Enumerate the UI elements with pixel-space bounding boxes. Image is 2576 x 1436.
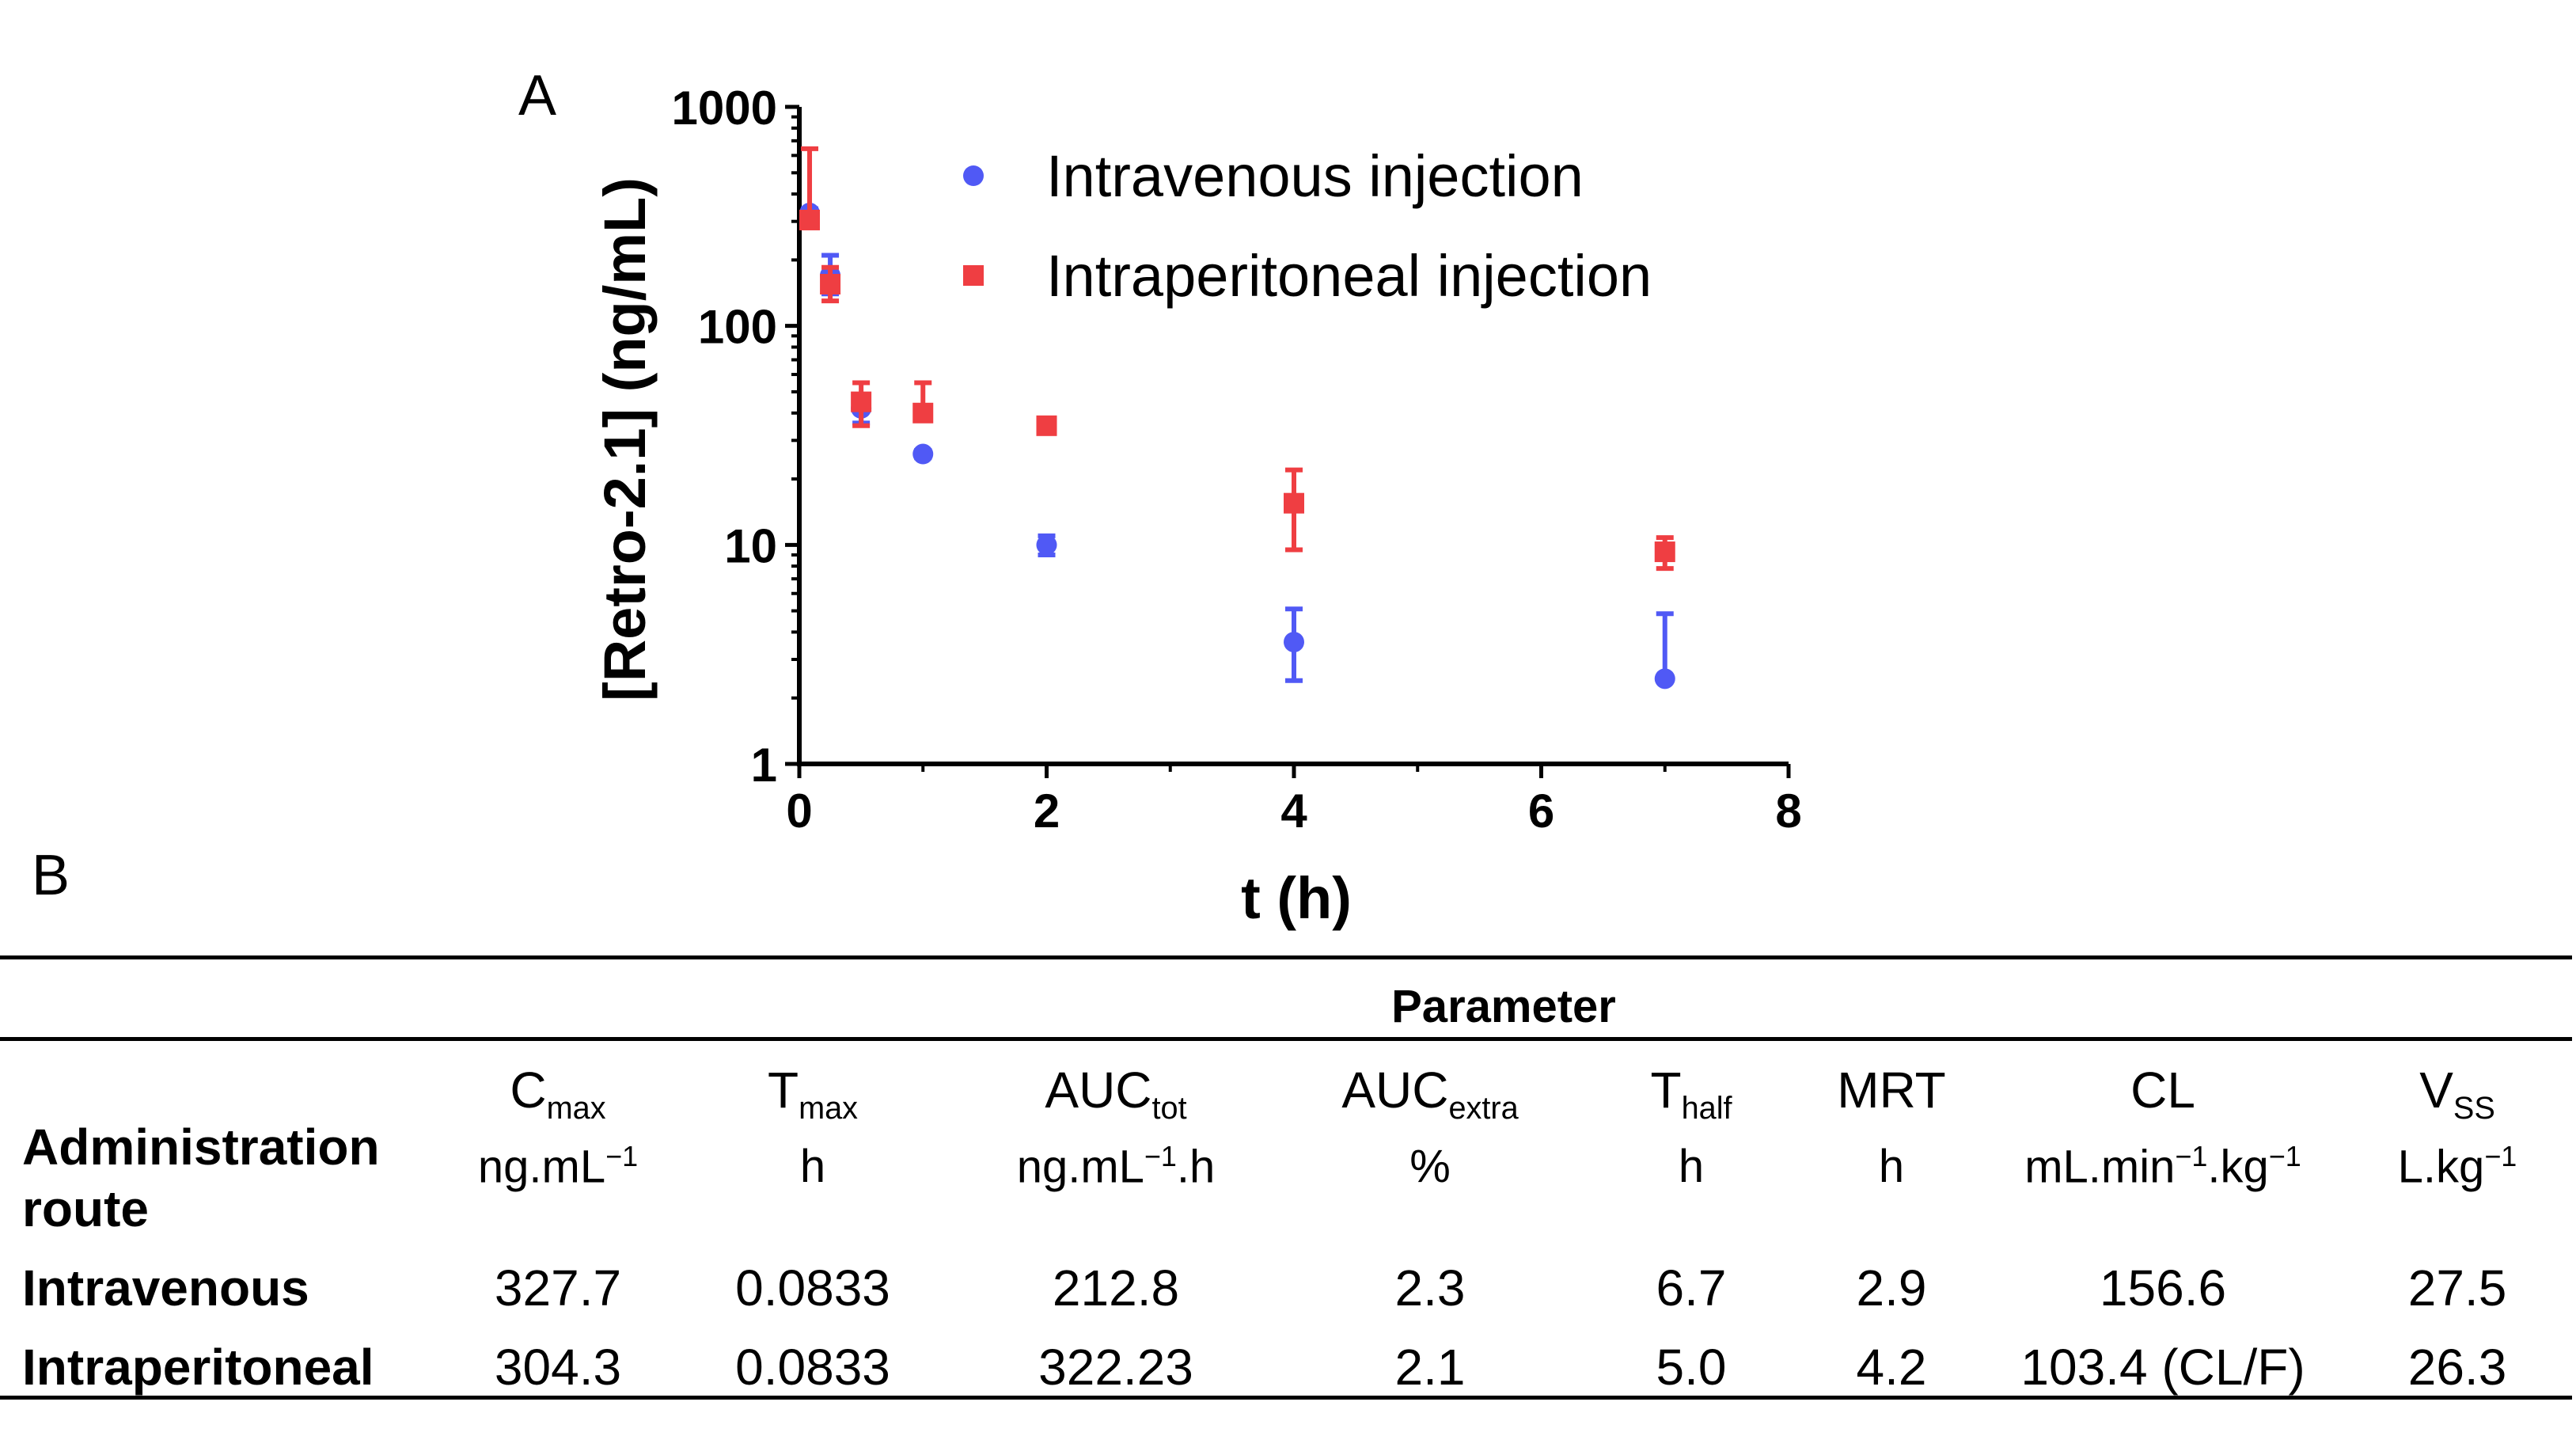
column-header: AUCextra — [1341, 1062, 1519, 1126]
y-axis-label: [Retro-2.1] (ng/mL) — [592, 177, 658, 701]
table-cell: 0.0833 — [735, 1339, 890, 1396]
table-cell: 4.2 — [1856, 1339, 1927, 1396]
legend-marker-intravenous — [963, 165, 984, 186]
data-point-intravenous — [1036, 534, 1057, 556]
column-header: Thalf — [1650, 1062, 1732, 1126]
column-unit: h — [799, 1141, 826, 1192]
column-header: MRT — [1837, 1062, 1946, 1119]
table-cell: 26.3 — [2407, 1339, 2507, 1396]
unit-superscript: −1 — [2268, 1140, 2301, 1172]
data-point-intraperitoneal — [799, 209, 821, 230]
panel-label-b: B — [32, 844, 70, 907]
legend-label: Intraperitoneal injection — [1046, 243, 1652, 309]
data-point-intraperitoneal — [1284, 492, 1304, 514]
table-cell: 2.1 — [1394, 1339, 1466, 1396]
data-point-intraperitoneal — [912, 402, 934, 424]
y-tick-label: 1000 — [672, 82, 777, 135]
panel-label-a: A — [518, 64, 557, 127]
legend-label: Intravenous injection — [1046, 143, 1584, 209]
column-unit: mL.min−1.kg−1 — [2024, 1140, 2301, 1193]
x-tick-label: 8 — [1775, 784, 1801, 838]
table-bottom-rule — [0, 1396, 2572, 1400]
table-header-rule — [0, 1037, 2572, 1041]
column-header-subscript: extra — [1448, 1090, 1519, 1126]
table-cell: 212.8 — [1052, 1259, 1180, 1316]
column-header-subscript: half — [1681, 1090, 1732, 1126]
column-header: Cmax — [510, 1062, 606, 1126]
column-unit: % — [1409, 1141, 1451, 1192]
route-header-line2: route — [22, 1180, 149, 1237]
table-cell: 322.23 — [1038, 1339, 1193, 1396]
chart-legend: Intravenous injection Intraperitoneal inj… — [963, 143, 1652, 309]
table-cell: 0.0833 — [735, 1259, 890, 1316]
data-point-intraperitoneal — [820, 274, 841, 295]
unit-superscript: −1 — [2484, 1140, 2517, 1172]
table-cell: 304.3 — [494, 1339, 622, 1396]
column-unit: ng.mL−1.h — [1016, 1140, 1216, 1193]
column-header-subscript: max — [799, 1090, 859, 1126]
row-route-label: Intraperitoneal — [22, 1339, 374, 1396]
column-unit: ng.mL−1 — [477, 1140, 639, 1193]
column-header-subscript: tot — [1151, 1090, 1187, 1126]
unit-superscript: −1 — [605, 1140, 639, 1172]
column-unit: h — [1678, 1141, 1705, 1192]
data-point-intravenous — [1654, 668, 1675, 690]
table-cell: 5.0 — [1656, 1339, 1727, 1396]
route-header-line1: Administration — [22, 1119, 380, 1176]
y-tick-label: 1 — [751, 739, 777, 792]
chart-axes: 1 10 100 1000 0 2 4 6 8 — [672, 82, 1802, 838]
column-unit: h — [1878, 1141, 1905, 1192]
x-tick-label: 4 — [1280, 784, 1307, 838]
x-tick-label: 2 — [1034, 784, 1060, 838]
x-tick-label: 0 — [786, 784, 812, 838]
y-tick-label: 10 — [724, 519, 777, 572]
data-point-intraperitoneal — [1036, 415, 1057, 436]
column-header-subscript: SS — [2453, 1090, 2495, 1126]
unit-superscript: −1 — [1144, 1140, 1177, 1172]
table-group-header: Parameter — [1391, 981, 1616, 1032]
unit-superscript: −1 — [2175, 1140, 2208, 1172]
table-cell: 156.6 — [2099, 1259, 2227, 1316]
table-cell: 103.4 (CL/F) — [2020, 1339, 2305, 1396]
data-point-intraperitoneal — [1654, 541, 1675, 563]
table-cell: 6.7 — [1656, 1259, 1727, 1316]
data-point-intraperitoneal — [851, 391, 872, 412]
column-header: VSS — [2419, 1062, 2495, 1126]
row-route-label: Intravenous — [22, 1259, 309, 1316]
data-point-intravenous — [1284, 632, 1304, 653]
column-header: AUCtot — [1045, 1062, 1187, 1126]
column-header: CL — [2130, 1062, 2195, 1119]
table-cell: 27.5 — [2407, 1259, 2507, 1316]
data-point-intravenous — [912, 443, 934, 465]
table-cell: 327.7 — [494, 1259, 622, 1316]
table-cell: 2.3 — [1394, 1259, 1466, 1316]
chart-marks — [799, 146, 1675, 690]
x-tick-label: 6 — [1528, 784, 1554, 838]
column-header-subscript: max — [546, 1090, 606, 1126]
column-unit: L.kg−1 — [2397, 1140, 2517, 1193]
table-top-rule — [0, 955, 2572, 959]
y-tick-label: 100 — [698, 301, 777, 354]
legend-marker-intraperitoneal — [963, 265, 984, 286]
x-axis-label: t (h) — [1241, 865, 1352, 931]
table-cell: 2.9 — [1856, 1259, 1927, 1316]
column-header: Tmax — [767, 1062, 859, 1126]
